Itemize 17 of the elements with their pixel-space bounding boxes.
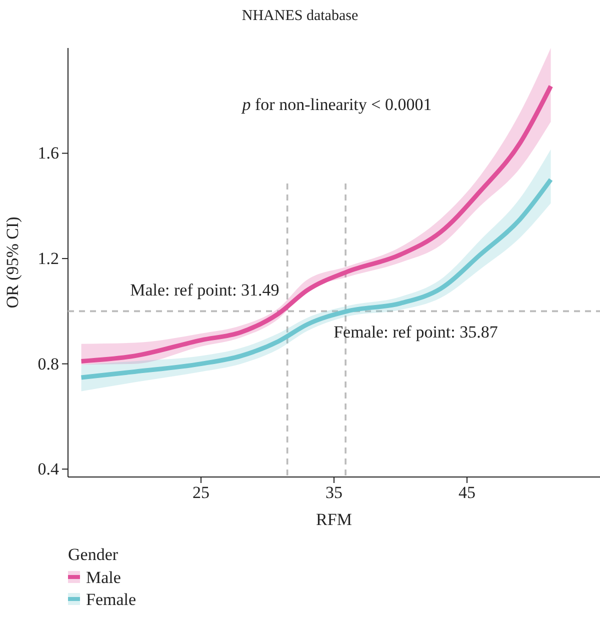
annotation: p for non-linearity < 0.0001: [241, 95, 432, 114]
y-tick-label: 0.4: [38, 460, 60, 479]
x-axis-title: RFM: [316, 510, 352, 529]
line-series: [79, 177, 554, 380]
y-tick-label: 1.6: [38, 144, 59, 163]
x-tick-label: 25: [192, 483, 210, 502]
legend-label: Female: [86, 590, 136, 609]
ref-line-label: Male: ref point: 31.49: [130, 280, 280, 300]
x-tick-label: 45: [458, 483, 476, 502]
legend-title: Gender: [68, 545, 118, 564]
chart-title: NHANES database: [242, 8, 358, 24]
ref-line-label: Female: ref point: 35.87: [334, 322, 498, 342]
y-tick-label: 1.2: [38, 248, 59, 268]
y-tick-label: 0.8: [38, 354, 59, 374]
x-tick-label: 35: [326, 483, 342, 502]
y-axis-title: OR (95% CI): [3, 216, 22, 308]
legend-label: Male: [86, 568, 121, 587]
